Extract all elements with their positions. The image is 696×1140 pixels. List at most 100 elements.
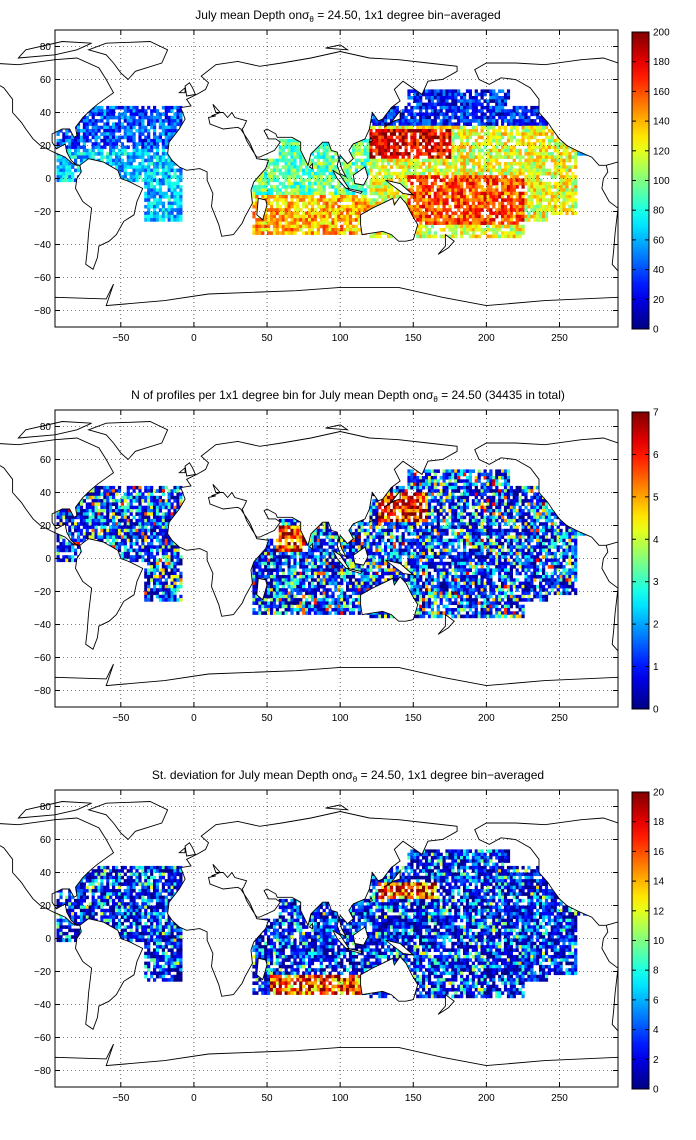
data-cell [401, 178, 405, 183]
data-cell [112, 525, 116, 530]
data-cell [486, 208, 490, 212]
data-cell [138, 505, 142, 510]
data-cell [126, 152, 130, 156]
data-cell [553, 162, 557, 166]
data-cell [547, 201, 551, 206]
data-cell [442, 214, 446, 219]
data-cell [550, 171, 554, 176]
data-cell [547, 129, 551, 133]
data-cell [539, 155, 543, 159]
data-cell [117, 485, 122, 490]
data-cell [261, 171, 265, 176]
data-cell [553, 175, 557, 179]
data-cell [132, 515, 136, 520]
data-cell [88, 502, 92, 506]
data-cell [574, 204, 578, 209]
data-cell [495, 234, 499, 239]
data-cell [334, 165, 338, 169]
data-cell [384, 181, 388, 186]
x-tick-label: 50 [261, 333, 273, 344]
colorbar-tick-label: 120 [653, 146, 670, 157]
data-cell [123, 528, 127, 533]
data-cell [120, 528, 124, 533]
data-cell [275, 228, 279, 232]
data-cell [354, 204, 358, 209]
data-cell [91, 142, 95, 146]
data-cell [521, 105, 525, 110]
data-cell [170, 181, 174, 186]
data-cell [550, 204, 554, 209]
data-cell [164, 191, 168, 196]
data-cell [153, 105, 157, 110]
coastline [325, 44, 350, 51]
data-cell [179, 109, 183, 113]
data-cell [527, 201, 531, 206]
data-cell [398, 152, 402, 156]
data-cell [498, 168, 502, 173]
data-cell [465, 198, 470, 202]
coastline [360, 195, 419, 242]
data-cell [495, 119, 499, 123]
data-cell [158, 112, 162, 117]
data-cell [442, 122, 446, 126]
data-cell [416, 102, 420, 107]
data-cell [539, 122, 543, 126]
data-cell [480, 168, 484, 173]
data-cell [351, 208, 356, 212]
data-cell [503, 109, 508, 113]
data-cell [524, 162, 528, 166]
data-cell [474, 109, 478, 113]
data-cell [325, 152, 329, 156]
data-cell [501, 195, 505, 199]
data-cell [562, 195, 566, 199]
data-cell [334, 214, 338, 219]
data-cell [369, 132, 373, 136]
data-cell [389, 158, 394, 163]
data-cell [325, 158, 329, 163]
data-cell [468, 105, 472, 110]
data-cell [465, 231, 470, 235]
data-cell [138, 115, 142, 120]
data-cell [100, 538, 104, 543]
data-cell [103, 142, 107, 146]
data-cell [457, 99, 461, 103]
data-cell [302, 178, 306, 183]
data-cell [103, 528, 107, 533]
data-cell [147, 105, 151, 110]
data-cell [308, 208, 312, 212]
data-cell [115, 509, 119, 513]
data-cell [442, 221, 446, 225]
data-cell [296, 195, 300, 199]
data-cell [430, 185, 434, 189]
data-cell [302, 211, 306, 216]
data-cell [337, 208, 341, 212]
coastline [383, 109, 401, 128]
data-cell [407, 102, 411, 107]
data-cell [407, 162, 411, 166]
data-cell [126, 115, 130, 120]
data-cell [176, 105, 180, 110]
data-cell [439, 185, 443, 189]
data-cell [91, 518, 95, 523]
data-cell [252, 231, 256, 235]
data-cell [506, 168, 511, 173]
data-cell [308, 181, 312, 186]
data-cell [313, 148, 317, 153]
data-cell [527, 188, 531, 192]
data-cell [416, 152, 420, 156]
data-cell [381, 129, 385, 133]
data-cell [495, 152, 499, 156]
data-cell [536, 109, 540, 113]
data-cell [433, 195, 437, 199]
data-cell [471, 158, 475, 163]
data-cell [115, 122, 119, 126]
data-cell [144, 181, 148, 186]
data-cell [287, 211, 291, 216]
data-cell [527, 158, 531, 163]
data-cell [550, 145, 554, 150]
data-cell [100, 528, 104, 533]
data-cell [509, 115, 513, 120]
data-cell [471, 191, 475, 196]
data-cell [515, 132, 519, 136]
data-cell [392, 162, 396, 166]
